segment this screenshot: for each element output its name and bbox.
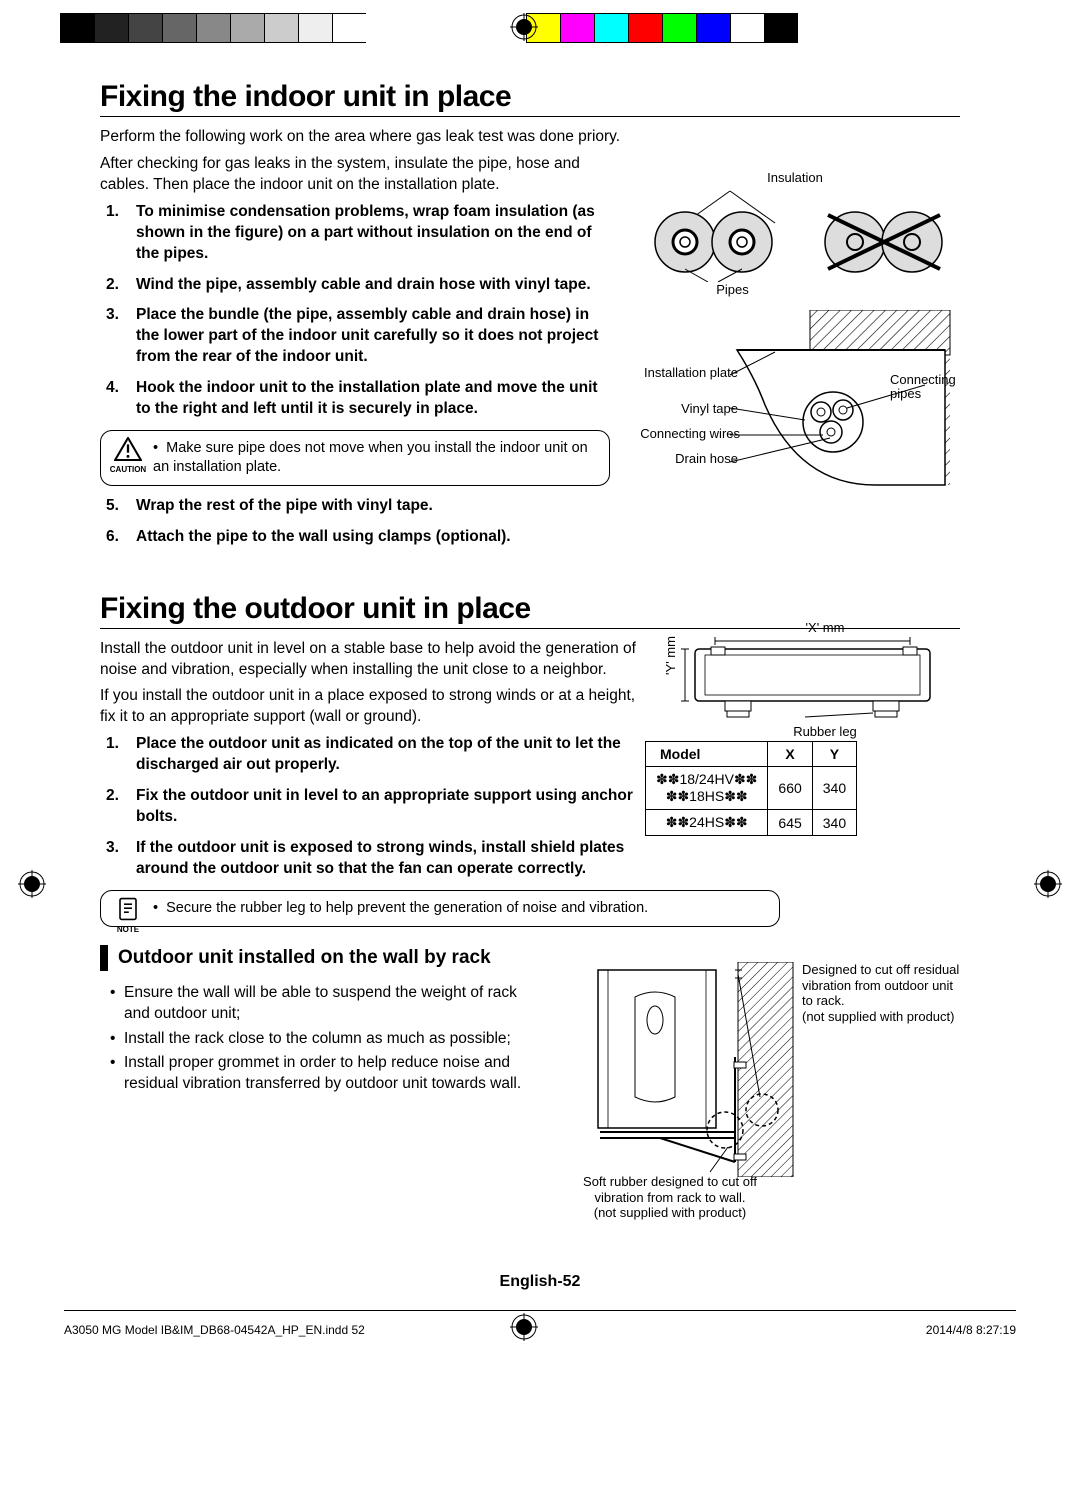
fig2-label: Connecting pipes [890, 373, 970, 402]
list-item: Attach the pipe to the wall using clamps… [122, 527, 610, 548]
table-cell: ✽✽18/24HV✽✽✽✽18HS✽✽ [646, 767, 768, 810]
fig2-label: Installation plate [628, 366, 738, 380]
note-icon: NOTE [109, 897, 147, 935]
caution-box: CAUTION • Make sure pipe does not move w… [100, 430, 610, 486]
list-item: Install the rack close to the column as … [110, 1029, 530, 1050]
section3-bullets: Ensure the wall will be able to suspend … [100, 983, 530, 1096]
list-item: Hook the indoor unit to the installation… [122, 378, 610, 420]
table-cell: 340 [812, 767, 856, 810]
list-item: Fix the outdoor unit in level to an appr… [122, 786, 640, 828]
page-number: English-52 [0, 1273, 1080, 1291]
section1-p2: After checking for gas leaks in the syst… [100, 154, 610, 196]
note-text: Secure the rubber leg to help prevent th… [166, 900, 648, 916]
fig-bottom-label: Soft rubber designed to cut off vibratio… [560, 1174, 780, 1221]
note-box: NOTE • Secure the rubber leg to help pre… [100, 890, 780, 927]
registration-mark [510, 13, 538, 41]
footer-metadata: A3050 MG Model IB&IM_DB68-04542A_HP_EN.i… [64, 1323, 1016, 1337]
list-item: To minimise condensation problems, wrap … [122, 202, 610, 265]
list-item: If the outdoor unit is exposed to strong… [122, 838, 640, 880]
footer-divider [64, 1310, 1016, 1311]
list-item: Place the bundle (the pipe, assembly cab… [122, 305, 610, 368]
table-cell: 660 [768, 767, 812, 810]
section1-p1: Perform the following work on the area w… [100, 127, 960, 148]
list-item: Install proper grommet in order to help … [110, 1053, 530, 1095]
fig2-label: Drain hose [628, 451, 738, 466]
section1-title: Fixing the indoor unit in place [100, 80, 960, 117]
list-item: Ensure the wall will be able to suspend … [110, 983, 530, 1025]
fig2-label: Connecting wires [605, 426, 740, 441]
color-registration-bar [60, 13, 798, 43]
footer-filename: A3050 MG Model IB&IM_DB68-04542A_HP_EN.i… [64, 1323, 365, 1337]
fig-top-label: Designed to cut off residual vibration f… [802, 962, 967, 1024]
section1-steps-5-6: Wrap the rest of the pipe with vinyl tap… [100, 496, 610, 548]
insulation-pipes-diagram: Insulation Pipes [630, 170, 960, 297]
table-cell: 340 [812, 810, 856, 836]
table-cell: ✽✽24HS✽✽ [646, 810, 768, 836]
list-item: Wrap the rest of the pipe with vinyl tap… [122, 496, 610, 517]
footer-date: 2014/4/8 8:27:19 [926, 1323, 1016, 1337]
dimensions-table: Model X Y ✽✽18/24HV✽✽✽✽18HS✽✽ 660 340 ✽✽… [645, 741, 857, 836]
section2-p2: If you install the outdoor unit in a pla… [100, 686, 640, 728]
wall-rack-diagram: Designed to cut off residual vibration f… [540, 962, 960, 1177]
registration-mark [1034, 870, 1062, 898]
outdoor-unit-diagram: 'X' mm 'Y' mm Rubber leg [655, 620, 955, 739]
table-cell: 645 [768, 810, 812, 836]
section2-steps: Place the outdoor unit as indicated on t… [100, 734, 640, 880]
list-item: Place the outdoor unit as indicated on t… [122, 734, 640, 776]
section2-p1: Install the outdoor unit in level on a s… [100, 639, 640, 681]
caution-text: Make sure pipe does not move when you in… [153, 440, 588, 475]
registration-mark [18, 870, 46, 898]
fig2-label: Vinyl tape [628, 401, 738, 416]
section1-steps-1-4: To minimise condensation problems, wrap … [100, 202, 610, 420]
caution-icon: CAUTION [109, 437, 147, 475]
